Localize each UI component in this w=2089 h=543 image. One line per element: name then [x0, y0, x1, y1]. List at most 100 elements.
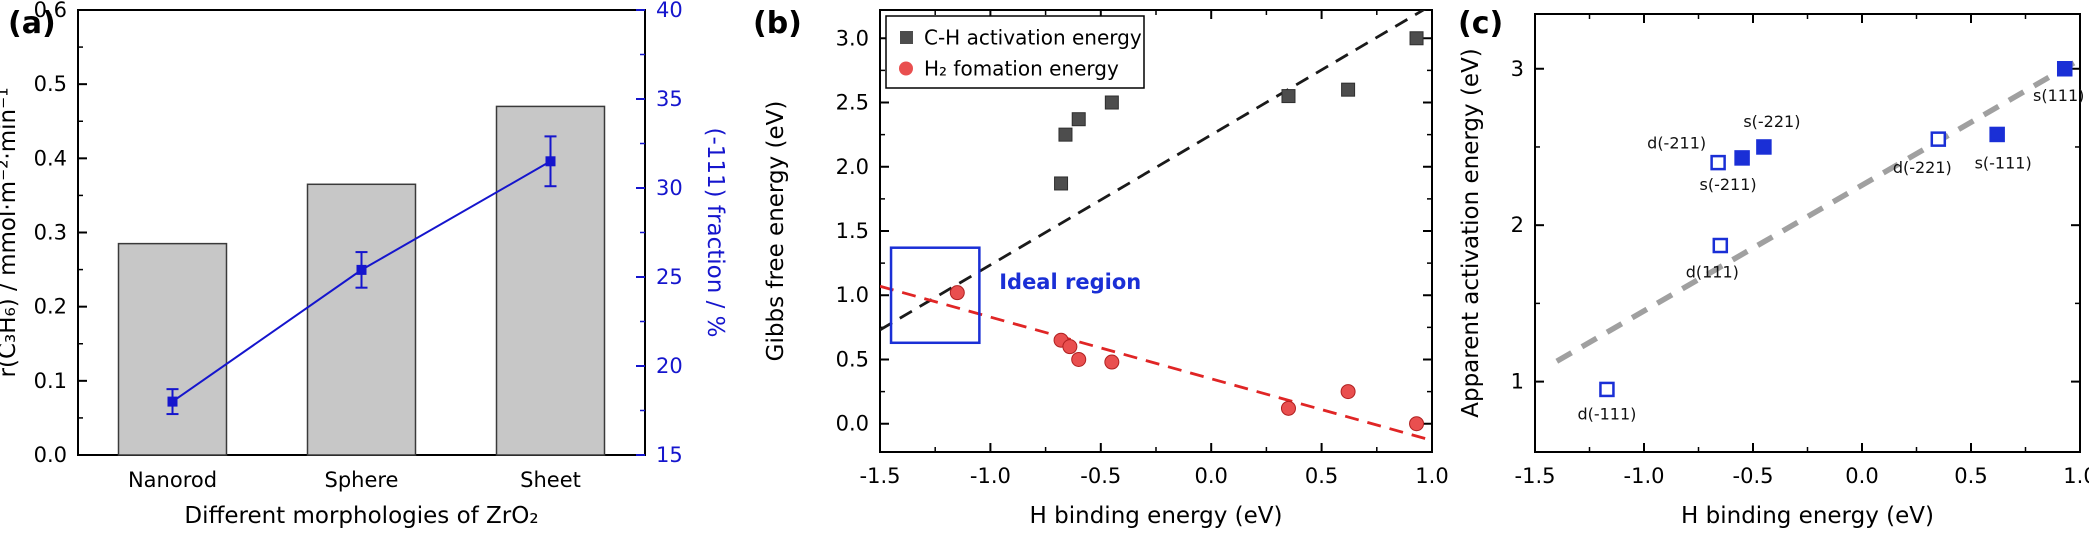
x-axis-tick-label: -0.5	[1080, 464, 1121, 488]
trend-line	[880, 10, 1427, 332]
y-axis-tick-label: 3.0	[836, 26, 869, 50]
data-point-square	[1281, 89, 1296, 104]
x-axis-tick-label: -1.5	[860, 464, 901, 488]
y-axis-title-right: (-111) fraction / %	[702, 127, 728, 337]
plot-area	[880, 10, 1432, 442]
legend-label: H₂ fomation energy	[924, 57, 1119, 81]
point-label: s(-221)	[1743, 112, 1800, 131]
x-axis-tick-label: 0.0	[1194, 464, 1227, 488]
data-point-circle	[1062, 339, 1078, 355]
point-label: d(-111)	[1577, 404, 1636, 423]
left-axis-tick-label: 0.5	[34, 72, 67, 96]
ideal-region-label: Ideal region	[999, 270, 1141, 294]
chart-c-scatter: -1.5 -1.0 -0.5 0.0 0.5 1.0 1 2 3 d(-111) d(111) d(-…	[1458, 13, 2089, 529]
data-point-square	[1071, 112, 1086, 127]
x-axis-tick-label: 0.0	[1845, 464, 1878, 488]
point-label: d(-221)	[1893, 158, 1952, 177]
data-point-square	[1409, 31, 1424, 46]
legend-marker-circle	[899, 61, 913, 76]
data-point-circle	[1104, 354, 1120, 370]
x-axis-title: H binding energy (eV)	[1030, 503, 1283, 529]
legend-marker-square	[900, 31, 913, 44]
y-axis-tick-label: 0.0	[836, 412, 869, 436]
point-label: s(-211)	[1700, 175, 1757, 194]
data-point-circle	[1071, 351, 1087, 367]
ideal-region-box	[889, 246, 981, 345]
fraction-marker	[545, 156, 556, 167]
data-point-circle	[1280, 400, 1296, 416]
left-axis-tick-label: 0.6	[34, 0, 67, 22]
data-point-square	[2056, 61, 2073, 77]
data-point-square	[1989, 126, 2005, 143]
data-point-square	[1058, 127, 1073, 142]
left-axis-tick-label: 0.3	[34, 221, 67, 245]
panel-b-letter: (b)	[753, 6, 802, 41]
trend-line	[1555, 56, 2080, 364]
data-point-square	[1712, 237, 1729, 254]
left-axis-tick-label: 0.1	[34, 369, 67, 393]
plot-area	[1555, 56, 2080, 364]
panel-c: (c) -1.5 -1.0 -0.5 0.0 0.5 1.0 1 2 3 d(-111) d(111…	[1450, 0, 2089, 543]
data-point-square	[1756, 139, 1772, 155]
data-point-square	[1599, 381, 1615, 398]
fraction-marker	[356, 264, 367, 275]
data-point-square	[1054, 176, 1069, 191]
right-axis-tick-label: 40	[656, 0, 683, 22]
right-axis-tick-label: 20	[656, 354, 683, 378]
fraction-marker	[167, 396, 178, 407]
y-axis-tick-label: 2.5	[836, 91, 869, 115]
data-point-square	[1104, 95, 1119, 110]
bar	[306, 183, 417, 456]
panel-b: (b) -1.5 -1.0 -0.5 0.0 0.5 1.0 0.0 0.5 1.0 1.5 2.0…	[745, 0, 1450, 543]
point-label: d(111)	[1686, 263, 1739, 282]
data-point-circle	[1409, 416, 1425, 432]
panel-a: (a) 0.0 0.1 0.2 0.3 0.4 0.5 0.6 15 20 25 30 35 40 Nan…	[0, 0, 745, 543]
point-label: d(-211)	[1647, 134, 1706, 153]
data-point-circle	[1340, 384, 1356, 400]
legend-label: C-H activation energy	[924, 26, 1142, 50]
x-axis-tick-label: 0.5	[1305, 464, 1338, 488]
data-point-circle	[949, 285, 965, 301]
y-axis-title: Apparent activation energy (eV)	[1458, 48, 1484, 418]
y-axis-tick-label: 3	[1511, 57, 1524, 81]
right-axis-tick-label: 35	[656, 87, 683, 111]
left-axis-tick-label: 0.2	[34, 295, 67, 319]
x-axis-tick-label: -1.0	[970, 464, 1011, 488]
right-axis-tick-label: 30	[656, 176, 683, 200]
x-category-label: Sphere	[325, 468, 399, 492]
y-axis-title-left: r(C₃H₆) / mmol·m⁻²·min⁻¹	[0, 88, 21, 378]
y-axis-title: Gibbs free energy (eV)	[763, 101, 789, 362]
y-axis-tick-label: 1.0	[836, 283, 869, 307]
panel-a-letter: (a)	[8, 6, 56, 41]
x-axis-tick-label: -0.5	[1733, 464, 1774, 488]
point-label: s(-111)	[1975, 153, 2032, 172]
left-axis-tick-label: 0.0	[34, 443, 67, 467]
chart-a-bar-dual-axis: 0.0 0.1 0.2 0.3 0.4 0.5 0.6 15 20 25 30 35 40 Nanorod…	[0, 0, 728, 529]
data-point-square	[1710, 154, 1726, 171]
left-axis-tick-label: 0.4	[34, 146, 67, 170]
x-axis-tick-label: 0.5	[1954, 464, 1987, 488]
x-axis-tick-label: 1.0	[2063, 464, 2089, 488]
x-category-label: Nanorod	[128, 468, 217, 492]
x-axis-tick-label: -1.5	[1515, 464, 1556, 488]
x-axis-title: H binding energy (eV)	[1681, 503, 1934, 529]
x-axis-tick-label: 1.0	[1415, 464, 1448, 488]
panel-c-letter: (c)	[1458, 6, 1504, 41]
bar	[117, 242, 228, 456]
y-axis-tick-label: 1	[1511, 370, 1524, 394]
data-point-square	[1341, 82, 1356, 97]
y-axis-tick-label: 2	[1511, 213, 1524, 237]
y-axis-tick-label: 0.5	[836, 347, 869, 371]
data-point-square	[1734, 150, 1750, 166]
chart-b-scatter: -1.5 -1.0 -0.5 0.0 0.5 1.0 0.0 0.5 1.0 1.5 2.0 2.5 3…	[763, 9, 1449, 529]
plot-frame	[1534, 13, 2081, 453]
trend-line	[880, 284, 1432, 442]
x-category-label: Sheet	[520, 468, 581, 492]
data-point-square	[1930, 131, 1947, 147]
x-axis-title: Different morphologies of ZrO₂	[184, 503, 538, 529]
y-axis-tick-label: 2.0	[836, 155, 869, 179]
x-axis-tick-label: -1.0	[1624, 464, 1665, 488]
legend-box	[885, 15, 1145, 89]
right-axis-tick-label: 25	[656, 265, 683, 289]
